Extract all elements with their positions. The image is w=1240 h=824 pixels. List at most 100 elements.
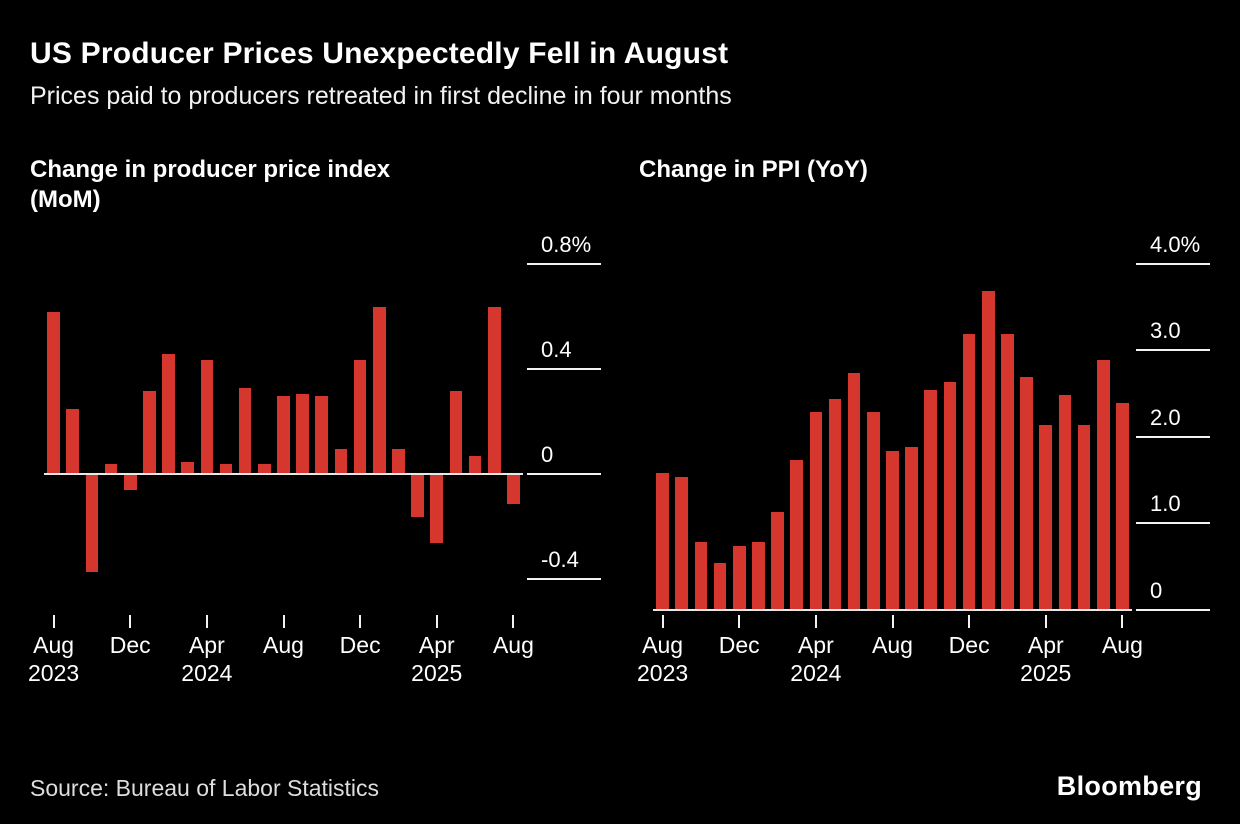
bar-aug-2025 bbox=[1116, 403, 1129, 611]
y-axis-tick-3.0: 3.0 bbox=[1136, 315, 1210, 352]
page-subtitle: Prices paid to producers retreated in fi… bbox=[30, 82, 732, 110]
x-axis-tick-label: Aug bbox=[263, 632, 304, 658]
x-axis-tick-label: Aug 2023 bbox=[636, 632, 689, 686]
y-axis-tick-0.4: 0.4 bbox=[527, 334, 601, 370]
x-axis-tick-label: Dec bbox=[339, 632, 381, 658]
bar-feb-2024 bbox=[771, 511, 784, 611]
bar-oct-2023 bbox=[85, 474, 99, 572]
x-axis: Aug 2023 Dec Apr 2024 Aug Dec Apr 2025 Aug bbox=[28, 611, 534, 695]
y-axis-tick-0: 0 bbox=[1136, 575, 1210, 611]
bar-oct-2023 bbox=[694, 541, 708, 611]
x-axis-tick-mark bbox=[1121, 615, 1124, 628]
bar-aug-2023 bbox=[47, 312, 60, 475]
x-axis-tick-label: Apr 2025 bbox=[411, 632, 463, 686]
x-axis-tick-mark bbox=[891, 615, 894, 628]
bar-jul-2024 bbox=[258, 464, 271, 475]
bar-may-2024 bbox=[219, 464, 233, 475]
bar-aug-2025 bbox=[507, 474, 520, 504]
bar-jun-2025 bbox=[468, 456, 482, 475]
bar-sep-2023 bbox=[66, 409, 80, 475]
bar-may-2025 bbox=[449, 390, 463, 475]
bar-jan-2024 bbox=[143, 390, 156, 475]
x-axis-tick-mark bbox=[814, 615, 817, 628]
x-axis-tick-label: Aug bbox=[1101, 632, 1143, 658]
chart-title-line1: Change in producer price index bbox=[30, 156, 391, 183]
x-axis-tick-mark bbox=[738, 615, 741, 628]
bar-may-2024 bbox=[828, 399, 842, 611]
bar-sep-2024 bbox=[905, 446, 918, 611]
bar-nov-2024 bbox=[334, 448, 348, 475]
source-attribution: Source: Bureau of Labor Statistics bbox=[30, 775, 380, 801]
bar-apr-2024 bbox=[809, 412, 823, 611]
bar-jun-2024 bbox=[847, 373, 861, 611]
bar-nov-2023 bbox=[104, 464, 118, 475]
x-axis-tick-mark bbox=[661, 615, 664, 628]
bar-sep-2024 bbox=[296, 393, 309, 475]
x-axis-tick-label: Dec bbox=[718, 632, 760, 658]
y-axis-tick-1.0: 1.0 bbox=[1136, 488, 1210, 525]
chart-footer: Source: Bureau of Labor Statistics Bloom… bbox=[30, 771, 1202, 802]
bar-apr-2024 bbox=[200, 359, 214, 475]
bar-feb-2025 bbox=[392, 448, 405, 475]
x-axis-tick-label: Dec bbox=[109, 632, 151, 658]
x-axis-tick-mark bbox=[435, 615, 438, 628]
bar-feb-2024 bbox=[162, 354, 175, 475]
y-axis: 0.8% 0.4 0 -0.4 bbox=[523, 232, 601, 611]
x-axis-tick-label: Apr 2024 bbox=[790, 632, 842, 686]
x-axis-tick-label: Aug bbox=[872, 632, 913, 658]
x-axis-tick-mark bbox=[129, 615, 132, 628]
bar-aug-2024 bbox=[886, 450, 899, 611]
chart-title-line1: Change in PPI (YoY) bbox=[639, 156, 868, 183]
x-axis-tick-mark bbox=[52, 615, 55, 628]
x-axis-tick-mark bbox=[512, 615, 515, 628]
y-axis-tick-0.8pct: 0.8% bbox=[527, 229, 601, 266]
y-axis-tick-2.0: 2.0 bbox=[1136, 402, 1210, 438]
bar-mar-2024 bbox=[790, 459, 804, 611]
zero-baseline bbox=[44, 472, 523, 475]
plot-wrap: Aug 2023 Dec Apr 2024 Aug Dec Apr 2025 Aug 0.8% 0.… bbox=[28, 232, 601, 695]
x-axis-tick-mark bbox=[205, 615, 208, 628]
bar-jan-2024 bbox=[752, 541, 765, 611]
plot-area bbox=[44, 239, 523, 611]
bar-jul-2025 bbox=[1096, 360, 1110, 611]
x-axis-tick-mark bbox=[968, 615, 971, 628]
bar-jun-2024 bbox=[238, 388, 252, 475]
bar-nov-2024 bbox=[943, 381, 957, 611]
y-axis-tick--0.4: -0.4 bbox=[527, 544, 601, 580]
bloomberg-logo: Bloomberg bbox=[1056, 771, 1202, 801]
chart-panel-yoy: Change in PPI (YoY) Aug 2023 Dec Apr 2024 Aug… bbox=[637, 155, 1210, 695]
chart-title-yoy: Change in PPI (YoY) bbox=[639, 155, 1210, 223]
chart-panel-mom: Change in producer price index (MoM) Aug… bbox=[28, 155, 601, 695]
plot-column: Aug 2023 Dec Apr 2024 Aug Dec Apr 2025 Aug bbox=[637, 239, 1143, 695]
x-axis-tick-label: Dec bbox=[948, 632, 990, 658]
x-axis-tick-label: Aug bbox=[492, 632, 534, 658]
x-axis-tick-mark bbox=[282, 615, 285, 628]
bar-dec-2023 bbox=[732, 546, 746, 611]
bar-apr-2025 bbox=[430, 474, 444, 543]
bar-jul-2025 bbox=[487, 307, 501, 475]
x-axis-tick-label: Apr 2024 bbox=[181, 632, 233, 686]
bar-jul-2024 bbox=[867, 412, 880, 611]
bar-mar-2025 bbox=[411, 474, 424, 517]
bar-jun-2025 bbox=[1077, 425, 1091, 611]
plot-wrap: Aug 2023 Dec Apr 2024 Aug Dec Apr 2025 Aug 4.0% 3.… bbox=[637, 232, 1210, 695]
bar-dec-2023 bbox=[123, 474, 137, 491]
plot-column: Aug 2023 Dec Apr 2024 Aug Dec Apr 2025 Aug bbox=[28, 239, 534, 695]
x-axis-tick-label: Aug 2023 bbox=[27, 632, 80, 686]
bar-oct-2024 bbox=[315, 396, 329, 475]
chart-header: US Producer Prices Unexpectedly Fell in … bbox=[0, 0, 1240, 111]
bar-jan-2025 bbox=[372, 307, 386, 475]
y-axis: 4.0% 3.0 2.0 1.0 0 bbox=[1132, 232, 1210, 611]
bar-feb-2025 bbox=[1001, 334, 1014, 611]
bar-jan-2025 bbox=[981, 290, 995, 611]
x-axis-tick-label: Apr 2025 bbox=[1020, 632, 1072, 686]
bar-dec-2024 bbox=[962, 334, 976, 611]
bar-aug-2024 bbox=[277, 396, 290, 475]
zero-baseline bbox=[653, 609, 1132, 611]
charts-row: Change in producer price index (MoM) Aug… bbox=[0, 155, 1240, 695]
bar-mar-2024 bbox=[181, 461, 195, 475]
page-title: US Producer Prices Unexpectedly Fell in … bbox=[30, 37, 729, 70]
bar-may-2025 bbox=[1058, 394, 1072, 611]
bar-apr-2025 bbox=[1039, 425, 1053, 611]
